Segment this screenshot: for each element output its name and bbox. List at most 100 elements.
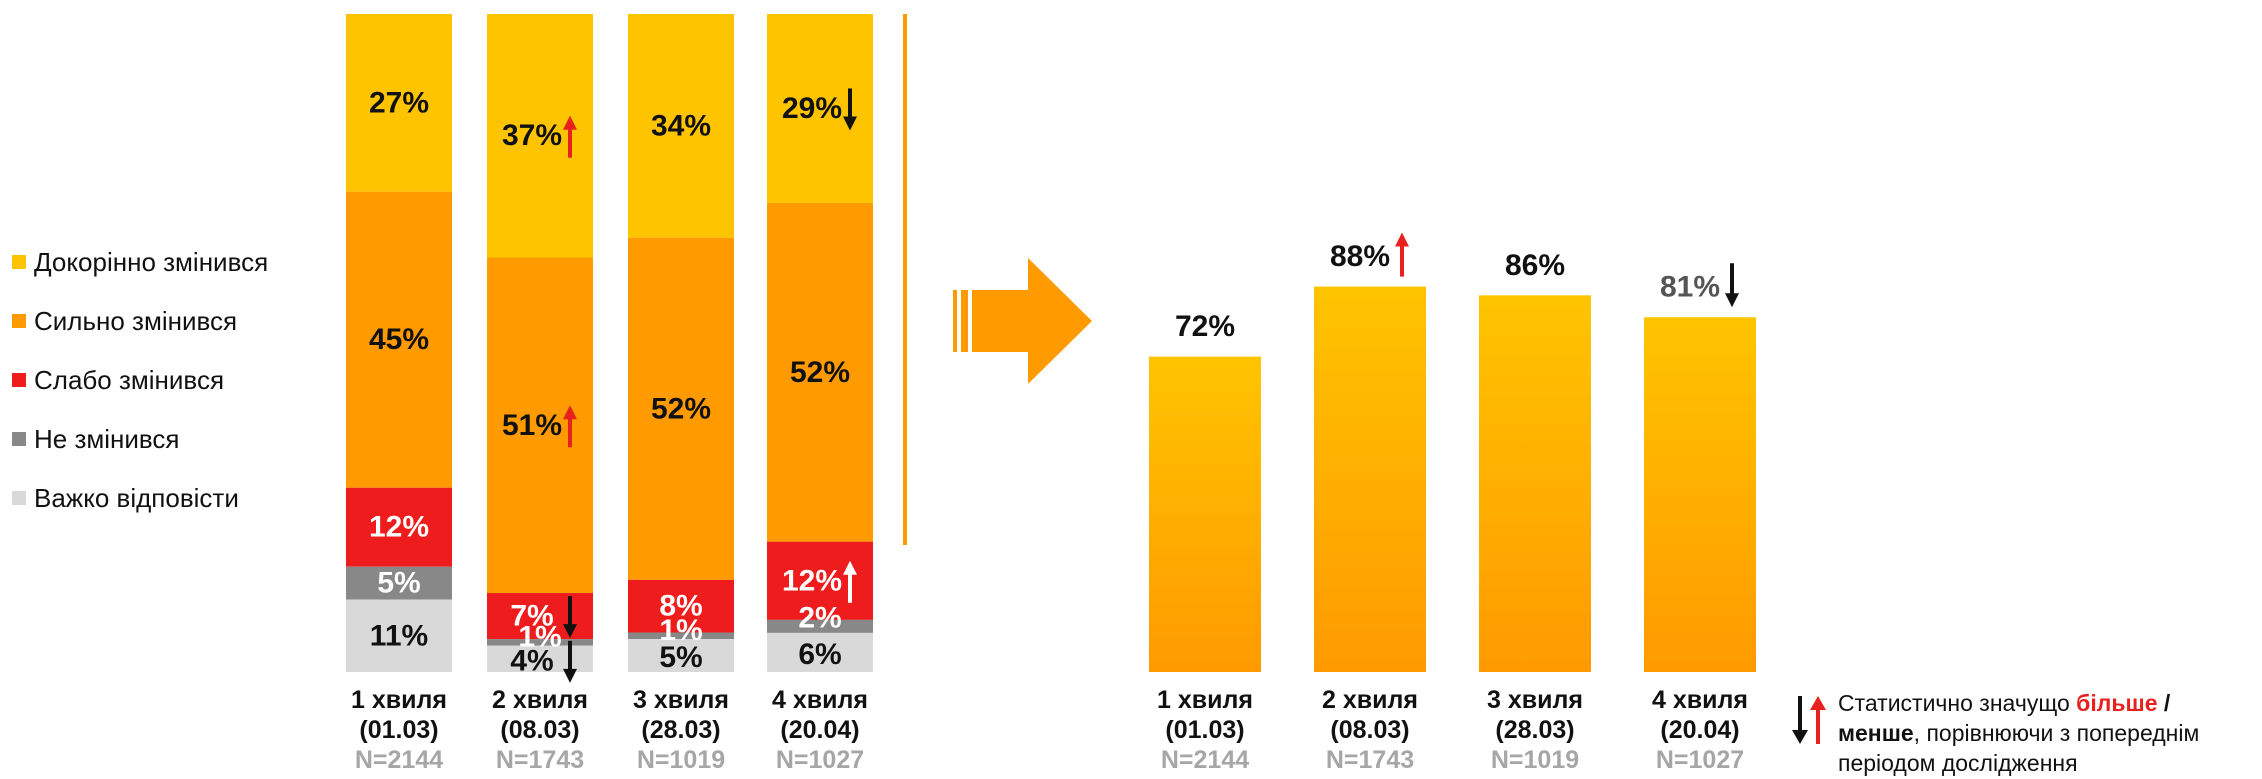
legend-swatch — [12, 491, 26, 505]
note-prefix: Статистично значущо — [1838, 690, 2077, 716]
stacked-data-label: 5% — [659, 641, 702, 674]
category-date: (01.03) — [359, 716, 438, 744]
category-n: N=1743 — [496, 746, 584, 774]
stacked-bar-segment — [628, 632, 734, 640]
stacked-data-label: 29% — [782, 92, 842, 125]
total-data-label: 81% — [1660, 271, 1720, 304]
legend-label: Докорінно змінився — [34, 247, 269, 277]
category-label: 2 хвиля — [1322, 686, 1418, 714]
category-n: N=2144 — [355, 746, 443, 774]
legend-swatch — [12, 432, 26, 446]
category-n: N=1027 — [1656, 746, 1744, 774]
note-more: більше — [2076, 690, 2158, 716]
stacked-data-label: 37% — [502, 119, 562, 152]
stacked-data-label: 6% — [798, 638, 841, 671]
stacked-data-label: 11% — [370, 619, 428, 652]
stacked-bar-segment — [487, 593, 593, 640]
stacked-bar-segment — [767, 14, 873, 203]
stacked-bar-segment — [767, 619, 873, 633]
category-n: N=1019 — [1491, 746, 1579, 774]
legend-label: Не змінився — [34, 424, 180, 454]
up-arrow-icon — [1395, 232, 1409, 277]
stacked-bar-segment — [346, 14, 452, 192]
legend-label: Слабо змінився — [34, 365, 225, 395]
category-date: (28.03) — [1495, 716, 1574, 744]
right-arrow-icon — [953, 258, 1092, 384]
category-label: 1 хвиля — [351, 686, 447, 714]
note-suffix: , порівнюючи з попереднім періодом дослі… — [1838, 720, 2200, 776]
stacked-bar-segment — [628, 14, 734, 238]
category-date: (01.03) — [1165, 716, 1244, 744]
total-data-label: 88% — [1330, 240, 1390, 273]
up-arrow-icon — [563, 115, 577, 158]
category-n: N=1019 — [637, 746, 725, 774]
category-label: 3 хвиля — [633, 686, 729, 714]
stacked-data-label: 52% — [651, 392, 711, 425]
significance-note-text: Статистично значущо більше / менше, порів… — [1838, 688, 2260, 778]
total-data-label: 72% — [1175, 310, 1235, 343]
stacked-data-label: 27% — [369, 86, 429, 119]
stacked-bar-chart: 27% 45% 12% 5% 11% 1 хвиля(01.03)N=2144 37% 51%… — [346, 14, 873, 774]
category-label: 1 хвиля — [1157, 686, 1253, 714]
legend-swatch — [12, 255, 26, 269]
significance-arrows-icon — [1792, 696, 1826, 744]
total-data-label: 86% — [1505, 249, 1565, 282]
legend-label: Важко відповісти — [34, 483, 239, 513]
category-date: (28.03) — [641, 716, 720, 744]
stacked-data-label: 4% — [510, 644, 553, 677]
stacked-bar-segment — [346, 191, 452, 488]
stacked-data-label: 7% — [510, 600, 553, 633]
category-n: N=2144 — [1161, 746, 1249, 774]
stacked-data-label: 8% — [659, 590, 702, 623]
category-n: N=1743 — [1326, 746, 1414, 774]
stacked-bar-segment — [487, 257, 593, 594]
stacked-bar-segment — [767, 632, 873, 672]
stacked-bar-segment — [346, 566, 452, 600]
down-arrow-icon — [1725, 263, 1739, 308]
down-arrow-icon — [563, 596, 577, 639]
stacked-bar-segment — [346, 599, 452, 672]
stacked-bar-segment — [346, 487, 452, 567]
stacked-data-label: 45% — [369, 323, 429, 356]
stacked-data-label: 12% — [369, 511, 429, 544]
category-date: (08.03) — [1330, 716, 1409, 744]
stacked-data-label: 51% — [502, 409, 562, 442]
total-bar — [1149, 356, 1261, 672]
total-bar — [1644, 317, 1756, 672]
stacked-data-label: 52% — [790, 356, 850, 389]
total-bar — [1479, 295, 1591, 672]
stacked-bar-segment — [767, 202, 873, 542]
stacked-bar-segment — [487, 14, 593, 258]
category-label: 4 хвиля — [1652, 686, 1748, 714]
stacked-data-label: 1% — [518, 621, 561, 654]
total-bar — [1314, 286, 1426, 672]
legend-swatch — [12, 373, 26, 387]
category-label: 3 хвиля — [1487, 686, 1583, 714]
category-date: (20.04) — [780, 716, 859, 744]
note-less: менше — [1838, 720, 1914, 746]
category-label: 4 хвиля — [772, 686, 868, 714]
category-label: 2 хвиля — [492, 686, 588, 714]
stacked-bar-segment — [628, 579, 734, 633]
down-arrow-icon — [563, 640, 577, 683]
note-sep: / — [2157, 690, 2171, 716]
stacked-bar-segment — [487, 645, 593, 672]
down-arrow-icon — [843, 88, 857, 131]
stacked-bar-segment — [767, 541, 873, 620]
stacked-data-label: 2% — [798, 601, 841, 634]
up-arrow-icon — [563, 405, 577, 448]
up-arrow-icon — [843, 560, 857, 603]
legend-swatch — [12, 314, 26, 328]
total-bar-chart: 72% 1 хвиля(01.03)N=2144 88% 2 хвиля(08.03)… — [1149, 232, 1756, 774]
stacked-data-label: 1% — [659, 614, 702, 647]
stacked-bar-segment — [628, 639, 734, 672]
stacked-bar-segment — [487, 639, 593, 646]
legend-label: Сильно змінився — [34, 306, 238, 336]
stacked-data-label: 12% — [782, 564, 842, 597]
category-n: N=1027 — [776, 746, 864, 774]
stacked-bar-segment — [628, 237, 734, 580]
stacked-data-label: 5% — [377, 567, 420, 600]
category-date: (20.04) — [1660, 716, 1739, 744]
stacked-data-label: 34% — [651, 109, 711, 142]
